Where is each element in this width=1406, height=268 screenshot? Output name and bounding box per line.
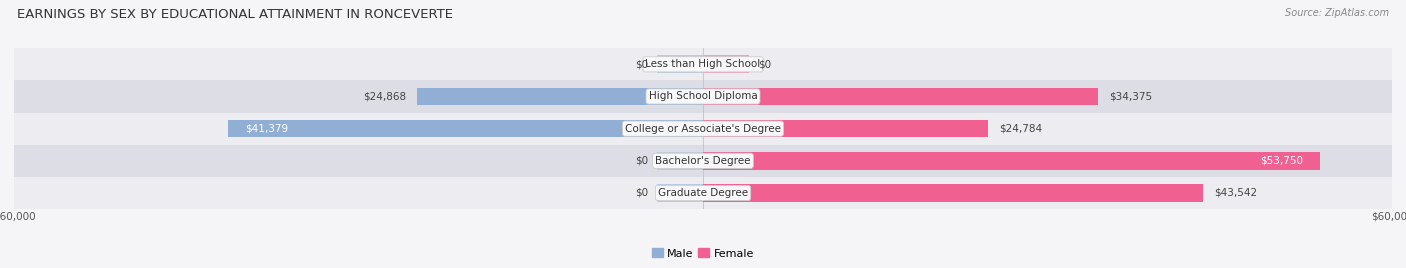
Bar — [228, 120, 703, 137]
Text: $0: $0 — [634, 188, 648, 198]
Text: High School Diploma: High School Diploma — [648, 91, 758, 102]
Text: EARNINGS BY SEX BY EDUCATIONAL ATTAINMENT IN RONCEVERTE: EARNINGS BY SEX BY EDUCATIONAL ATTAINMEN… — [17, 8, 453, 21]
Text: Bachelor's Degree: Bachelor's Degree — [655, 156, 751, 166]
Bar — [657, 152, 703, 170]
Text: $41,379: $41,379 — [245, 124, 288, 134]
Bar — [703, 88, 1098, 105]
Text: $43,542: $43,542 — [1215, 188, 1257, 198]
Text: $0: $0 — [634, 156, 648, 166]
Text: $0: $0 — [634, 59, 648, 69]
Bar — [703, 55, 749, 73]
Bar — [14, 145, 1392, 177]
Text: $24,784: $24,784 — [1000, 124, 1042, 134]
Bar — [703, 120, 987, 137]
Text: $0: $0 — [758, 59, 772, 69]
Legend: Male, Female: Male, Female — [651, 247, 755, 260]
Text: $24,868: $24,868 — [363, 91, 406, 102]
Bar — [14, 113, 1392, 145]
Bar — [14, 80, 1392, 113]
Text: Source: ZipAtlas.com: Source: ZipAtlas.com — [1285, 8, 1389, 18]
Text: Less than High School: Less than High School — [645, 59, 761, 69]
Text: Graduate Degree: Graduate Degree — [658, 188, 748, 198]
Bar — [14, 48, 1392, 80]
Text: College or Associate's Degree: College or Associate's Degree — [626, 124, 780, 134]
Bar — [657, 184, 703, 202]
Text: $34,375: $34,375 — [1109, 91, 1153, 102]
Text: $53,750: $53,750 — [1260, 156, 1303, 166]
Bar — [703, 152, 1320, 170]
Bar — [14, 177, 1392, 209]
Bar — [418, 88, 703, 105]
Bar — [657, 55, 703, 73]
Bar — [703, 184, 1204, 202]
